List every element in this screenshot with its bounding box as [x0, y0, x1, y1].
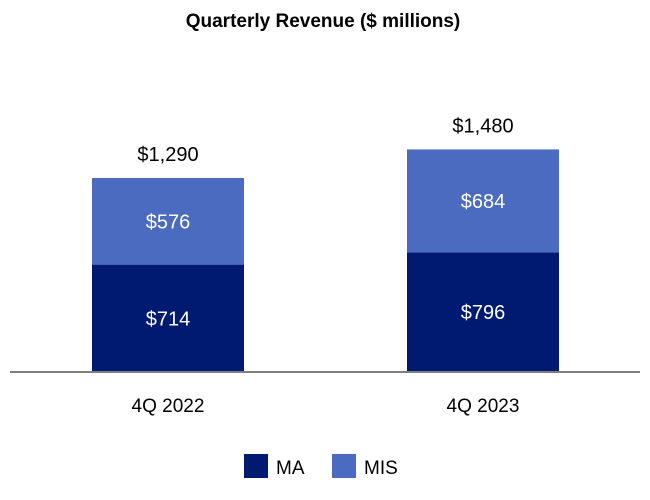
chart-title: Quarterly Revenue ($ millions) [186, 11, 461, 32]
legend-swatch-ma [244, 454, 268, 478]
bar-mis-1 [407, 149, 559, 253]
total-label: $1,290 [137, 144, 198, 166]
bar-mis-0 [92, 178, 244, 265]
bar-ma-1 [407, 252, 559, 372]
data-label-mis: $684 [461, 191, 506, 213]
total-label: $1,480 [452, 115, 513, 137]
data-label-ma: $714 [146, 308, 191, 330]
x-tick-label: 4Q 2022 [132, 396, 205, 417]
x-tick-label: 4Q 2023 [447, 396, 520, 417]
data-label-ma: $796 [461, 302, 506, 324]
legend-swatch-mis [332, 454, 356, 478]
legend-label-mis: MIS [364, 458, 398, 479]
data-label-mis: $576 [146, 211, 191, 233]
legend: MA MIS [244, 454, 398, 479]
bar-ma-0 [92, 264, 244, 372]
legend-label-ma: MA [276, 458, 305, 479]
